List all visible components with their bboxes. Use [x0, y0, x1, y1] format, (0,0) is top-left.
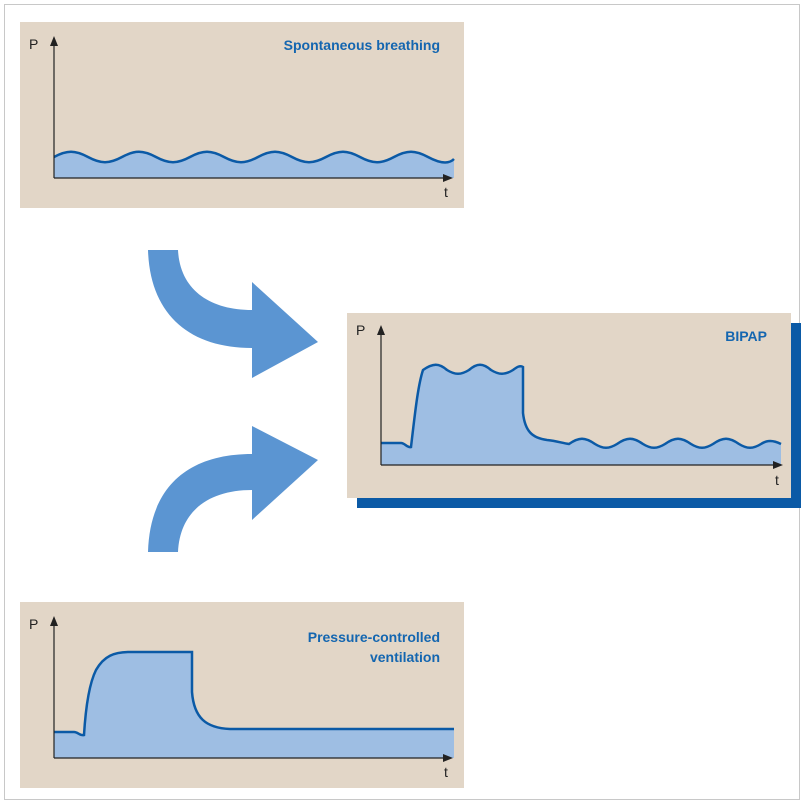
pressure-wave-fill [54, 151, 454, 178]
pressure-wave-fill [54, 652, 454, 758]
bipap-panel: P t BIPAP [347, 313, 791, 498]
x-axis-arrowhead [773, 461, 783, 469]
curved-arrow-up-right-icon [148, 426, 318, 552]
curved-arrow-down-right-icon [148, 250, 318, 378]
x-axis-arrowhead [443, 174, 453, 182]
y-axis-label: P [356, 322, 365, 338]
y-axis-arrowhead [377, 325, 385, 335]
pressure-wave-line [54, 650, 454, 737]
x-axis-arrowhead [443, 754, 453, 762]
pressure-wave-line [53, 150, 455, 164]
x-axis-label: t [775, 472, 779, 488]
bipap-chart: P t BIPAP [347, 313, 791, 498]
pressure-controlled-ventilation-panel: P t Pressure-controlled ventilation [20, 602, 464, 788]
x-axis-label: t [444, 764, 448, 780]
pressure-wave-line [381, 363, 782, 449]
y-axis-label: P [29, 616, 38, 632]
y-axis-label: P [29, 36, 38, 52]
panel-title: BIPAP [725, 328, 767, 344]
pressure-controlled-ventilation-chart: P t Pressure-controlled ventilation [20, 602, 464, 788]
spontaneous-breathing-panel: P t Spontaneous breathing [20, 22, 464, 208]
panel-title-line-1: Pressure-controlled [308, 629, 440, 645]
y-axis-arrowhead [50, 36, 58, 46]
panel-title-line-2: ventilation [370, 649, 440, 665]
arrows-group [148, 250, 318, 552]
y-axis-arrowhead [50, 616, 58, 626]
panel-title: Spontaneous breathing [284, 37, 440, 53]
spontaneous-breathing-chart: P t Spontaneous breathing [20, 22, 464, 208]
x-axis-label: t [444, 184, 448, 200]
